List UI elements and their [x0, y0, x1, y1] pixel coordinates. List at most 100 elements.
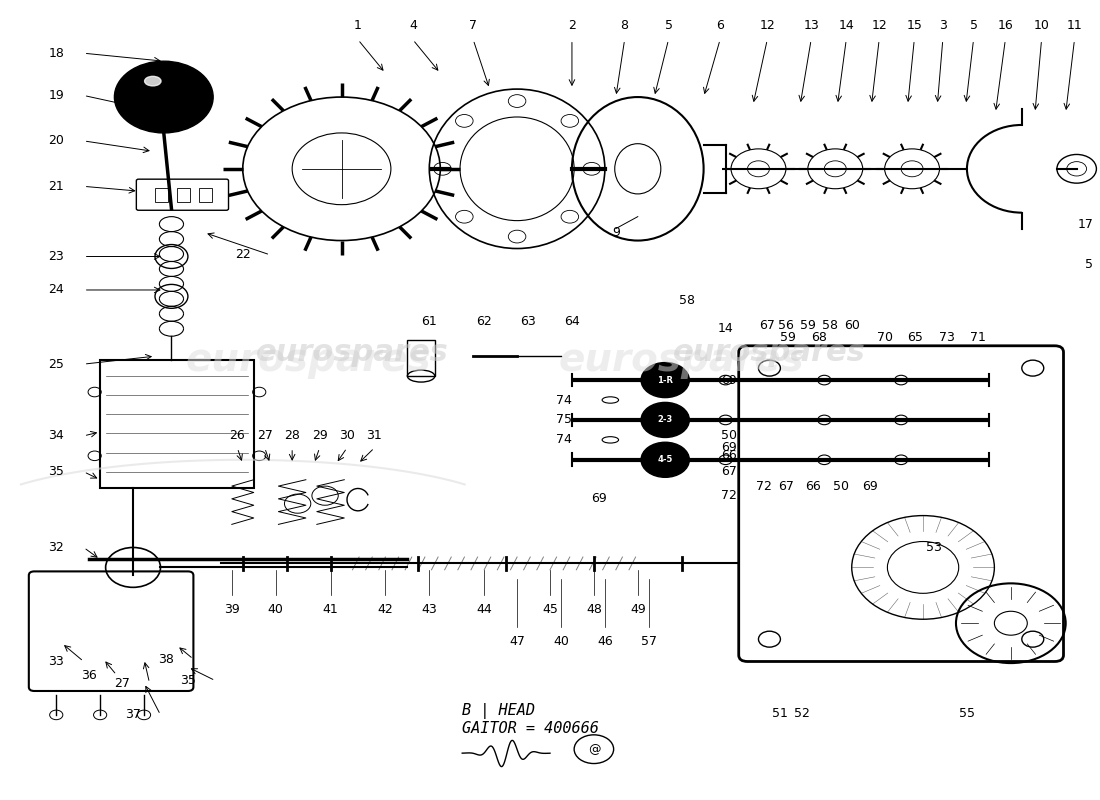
Text: 67: 67 [720, 466, 737, 478]
Text: 25: 25 [48, 358, 64, 370]
Text: 71: 71 [970, 331, 986, 344]
Text: 50: 50 [720, 430, 737, 442]
Text: 62: 62 [476, 315, 492, 328]
Text: 66: 66 [805, 480, 822, 493]
Text: 11: 11 [1067, 19, 1082, 32]
Text: 47: 47 [509, 635, 525, 648]
Bar [155, 188, 168, 202]
Text: 59: 59 [780, 331, 796, 344]
Text: 75: 75 [556, 414, 572, 426]
Text: 59: 59 [800, 319, 816, 332]
Text: 1-R: 1-R [657, 375, 673, 385]
Text: 69: 69 [720, 374, 737, 386]
Text: 31: 31 [366, 430, 383, 442]
Text: 72: 72 [720, 489, 737, 502]
Text: 23: 23 [48, 250, 64, 263]
Text: 19: 19 [48, 89, 64, 102]
Text: 42: 42 [377, 603, 394, 616]
Text: 35: 35 [48, 466, 64, 478]
Text: @: @ [587, 742, 601, 756]
Text: 30: 30 [339, 430, 355, 442]
Text: 69: 69 [862, 480, 878, 493]
Text: 14: 14 [838, 19, 854, 32]
Text: 40: 40 [553, 635, 569, 648]
Text: 69: 69 [592, 492, 607, 505]
Text: eurospares: eurospares [673, 338, 866, 366]
Text: 48: 48 [586, 603, 602, 616]
Text: 27: 27 [114, 677, 130, 690]
Text: 58: 58 [822, 319, 838, 332]
Text: 32: 32 [48, 541, 64, 554]
Text: eurospares: eurospares [186, 341, 431, 379]
Text: 68: 68 [811, 331, 827, 344]
Bar [100, 360, 254, 488]
Text: 9: 9 [612, 226, 619, 239]
Text: 46: 46 [597, 635, 613, 648]
Text: 20: 20 [48, 134, 64, 147]
Text: 2-3: 2-3 [658, 415, 673, 425]
Text: 60: 60 [844, 319, 860, 332]
Text: 56: 56 [778, 319, 794, 332]
Text: 40: 40 [267, 603, 284, 616]
Bar [407, 340, 434, 376]
Text: 18: 18 [48, 46, 64, 60]
Text: B | HEAD
GAITOR = 400666: B | HEAD GAITOR = 400666 [462, 703, 600, 736]
Text: 73: 73 [939, 331, 955, 344]
Text: 43: 43 [421, 603, 437, 616]
Text: 65: 65 [908, 331, 923, 344]
Text: 74: 74 [557, 394, 572, 406]
Text: 21: 21 [48, 180, 64, 193]
Text: 41: 41 [322, 603, 339, 616]
Text: 2: 2 [568, 19, 576, 32]
Text: 44: 44 [476, 603, 492, 616]
Text: 12: 12 [871, 19, 887, 32]
Text: 10: 10 [1034, 19, 1049, 32]
Text: 35: 35 [180, 674, 196, 687]
Circle shape [114, 61, 213, 133]
Text: 5: 5 [969, 19, 978, 32]
Text: 70: 70 [877, 331, 893, 344]
Text: 1: 1 [354, 19, 362, 32]
Text: 14: 14 [717, 322, 734, 334]
Text: 38: 38 [158, 653, 174, 666]
Text: 13: 13 [803, 19, 820, 32]
Text: 74: 74 [557, 434, 572, 446]
Text: 26: 26 [230, 430, 245, 442]
Text: 52: 52 [794, 707, 811, 720]
Text: 5: 5 [1085, 258, 1093, 271]
Text: 45: 45 [542, 603, 558, 616]
Text: 61: 61 [421, 315, 437, 328]
Text: 58: 58 [679, 294, 695, 307]
Text: 36: 36 [81, 669, 97, 682]
Text: 22: 22 [235, 249, 251, 262]
Text: 64: 64 [564, 315, 580, 328]
Bar [177, 188, 190, 202]
Text: 67: 67 [778, 480, 794, 493]
Text: 27: 27 [256, 430, 273, 442]
Text: 7: 7 [470, 19, 477, 32]
Text: 24: 24 [48, 283, 64, 297]
Text: 66: 66 [720, 450, 737, 462]
Circle shape [641, 402, 690, 438]
Text: 37: 37 [125, 709, 141, 722]
Text: 29: 29 [311, 430, 328, 442]
Text: 63: 63 [520, 315, 536, 328]
Text: 12: 12 [759, 19, 775, 32]
Text: 34: 34 [48, 430, 64, 442]
Text: eurospares: eurospares [559, 341, 804, 379]
Ellipse shape [144, 76, 161, 86]
Text: 33: 33 [48, 655, 64, 668]
Text: 16: 16 [998, 19, 1013, 32]
Text: 39: 39 [224, 603, 240, 616]
Circle shape [641, 442, 690, 478]
Text: eurospares: eurospares [256, 338, 449, 366]
Text: 69: 69 [720, 442, 737, 454]
Text: 17: 17 [1077, 218, 1093, 231]
Text: 8: 8 [620, 19, 628, 32]
Text: 5: 5 [664, 19, 672, 32]
Bar [199, 188, 212, 202]
Text: 57: 57 [640, 635, 657, 648]
Text: 6: 6 [716, 19, 724, 32]
Text: 72: 72 [756, 480, 772, 493]
Text: 53: 53 [926, 541, 942, 554]
